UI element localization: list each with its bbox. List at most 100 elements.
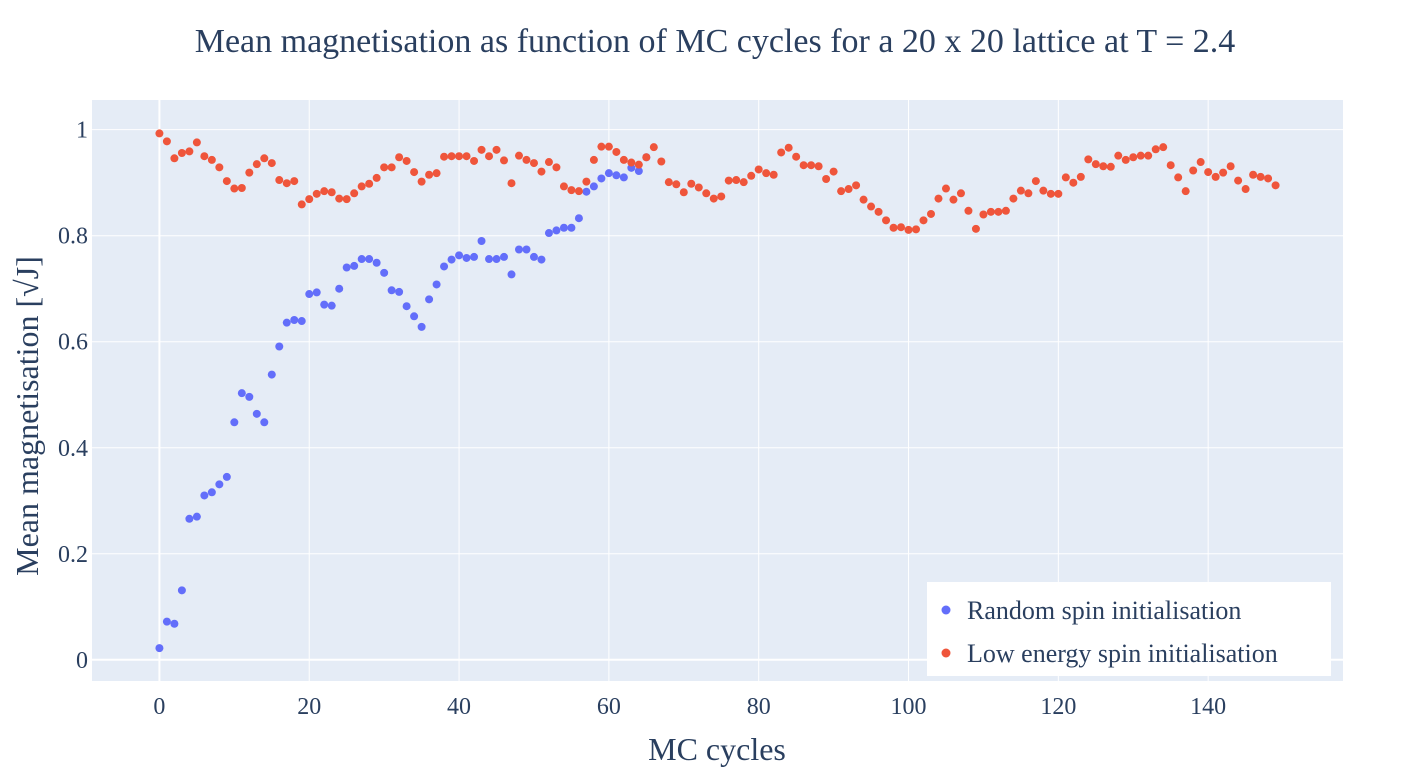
low-energy-point — [762, 169, 771, 178]
tick-labels: 0 20 40 60 80 100 120 140 0 0.2 0.4 0.6 0.8 1 — [58, 118, 1226, 720]
low-energy-point — [432, 169, 441, 178]
low-energy-point — [964, 206, 973, 215]
low-energy-point — [994, 207, 1003, 216]
low-energy-point — [440, 152, 449, 161]
low-energy-point — [919, 216, 928, 225]
low-energy-point — [559, 182, 568, 191]
low-energy-point — [1009, 194, 1018, 203]
random-spin-point — [559, 223, 568, 232]
low-energy-point — [1144, 151, 1153, 160]
low-energy-point — [619, 155, 628, 164]
low-energy-point — [634, 160, 643, 169]
low-energy-point — [282, 179, 291, 188]
x-axis-title: MC cycles — [648, 731, 786, 767]
low-energy-point — [1016, 186, 1025, 195]
random-spin-point — [312, 288, 321, 297]
low-energy-point — [837, 187, 846, 196]
random-spin-point — [522, 245, 531, 254]
low-energy-point — [1196, 158, 1205, 167]
chart-title: Mean magnetisation as function of MC cyc… — [195, 23, 1236, 60]
low-energy-point — [552, 163, 561, 172]
low-energy-point — [709, 194, 718, 203]
low-energy-point — [956, 189, 965, 198]
low-energy-point — [926, 209, 935, 218]
random-spin-point — [320, 300, 329, 309]
random-spin-point — [432, 280, 441, 289]
low-energy-point — [986, 207, 995, 216]
legend-label-random[interactable]: Random spin initialisation — [967, 596, 1241, 625]
y-tick-label: 0.6 — [58, 330, 88, 356]
low-energy-point — [1039, 186, 1048, 195]
low-energy-point — [507, 179, 516, 188]
random-spin-point — [507, 270, 516, 279]
low-energy-point — [747, 171, 756, 180]
low-energy-point — [305, 195, 314, 204]
low-energy-point — [867, 202, 876, 211]
low-energy-point — [522, 155, 531, 164]
y-tick-label: 0.8 — [58, 224, 88, 250]
random-spin-point — [155, 644, 164, 653]
random-spin-point — [589, 182, 598, 191]
legend[interactable]: Random spin initialisation Low energy sp… — [927, 582, 1331, 676]
y-tick-label: 1 — [76, 118, 88, 144]
random-spin-point — [514, 245, 523, 254]
low-energy-point — [784, 143, 793, 152]
low-energy-point — [687, 179, 696, 188]
random-spin-point — [455, 251, 464, 260]
low-energy-point — [342, 195, 351, 204]
data-points — [155, 129, 1280, 653]
random-spin-point — [327, 301, 336, 310]
random-spin-point — [177, 586, 186, 595]
low-energy-point — [162, 137, 171, 146]
random-spin-point — [282, 318, 291, 327]
low-energy-point — [170, 154, 179, 163]
low-energy-point — [455, 152, 464, 161]
random-spin-point — [402, 302, 411, 311]
low-energy-point — [814, 162, 823, 171]
low-energy-point — [1114, 151, 1123, 160]
low-energy-point — [1151, 145, 1160, 154]
low-energy-point — [192, 138, 201, 147]
legend-label-low-energy[interactable]: Low energy spin initialisation — [967, 639, 1278, 668]
random-spin-point — [597, 174, 606, 183]
low-energy-point — [889, 223, 898, 232]
low-energy-point — [904, 225, 913, 234]
low-energy-point — [1166, 161, 1175, 170]
random-spin-point — [170, 619, 179, 628]
low-energy-point — [1129, 153, 1138, 162]
low-energy-point — [859, 195, 868, 204]
random-spin-point — [380, 268, 389, 277]
low-energy-point — [402, 156, 411, 165]
random-spin-point — [492, 255, 501, 264]
low-energy-point — [1249, 170, 1258, 179]
low-energy-point — [799, 161, 808, 170]
low-energy-point — [604, 142, 613, 151]
low-energy-point — [537, 167, 546, 176]
low-energy-point — [769, 170, 778, 179]
random-spin-point — [537, 255, 546, 264]
low-energy-point — [155, 129, 164, 138]
low-energy-point — [500, 156, 509, 165]
low-energy-point — [1106, 162, 1115, 171]
low-energy-point — [1256, 172, 1265, 181]
low-energy-point — [897, 223, 906, 232]
low-energy-point — [971, 224, 980, 233]
random-spin-point — [447, 255, 456, 264]
low-energy-point — [207, 155, 216, 164]
low-energy-point — [177, 149, 186, 158]
random-spin-point — [529, 252, 538, 261]
random-spin-point — [410, 312, 419, 321]
y-tick-label: 0.2 — [58, 542, 88, 568]
low-energy-point — [327, 188, 336, 197]
low-energy-point — [874, 207, 883, 216]
low-energy-point — [882, 216, 891, 225]
random-spin-point — [297, 317, 306, 326]
low-energy-point — [544, 158, 553, 167]
random-spin-point — [544, 229, 553, 238]
low-energy-point — [1136, 151, 1145, 160]
random-spin-point — [634, 167, 643, 176]
low-energy-point — [365, 179, 374, 188]
random-spin-point — [604, 169, 613, 178]
low-energy-point — [1061, 173, 1070, 182]
y-axis-title-group: Mean magnetisation [√J] — [9, 256, 45, 576]
